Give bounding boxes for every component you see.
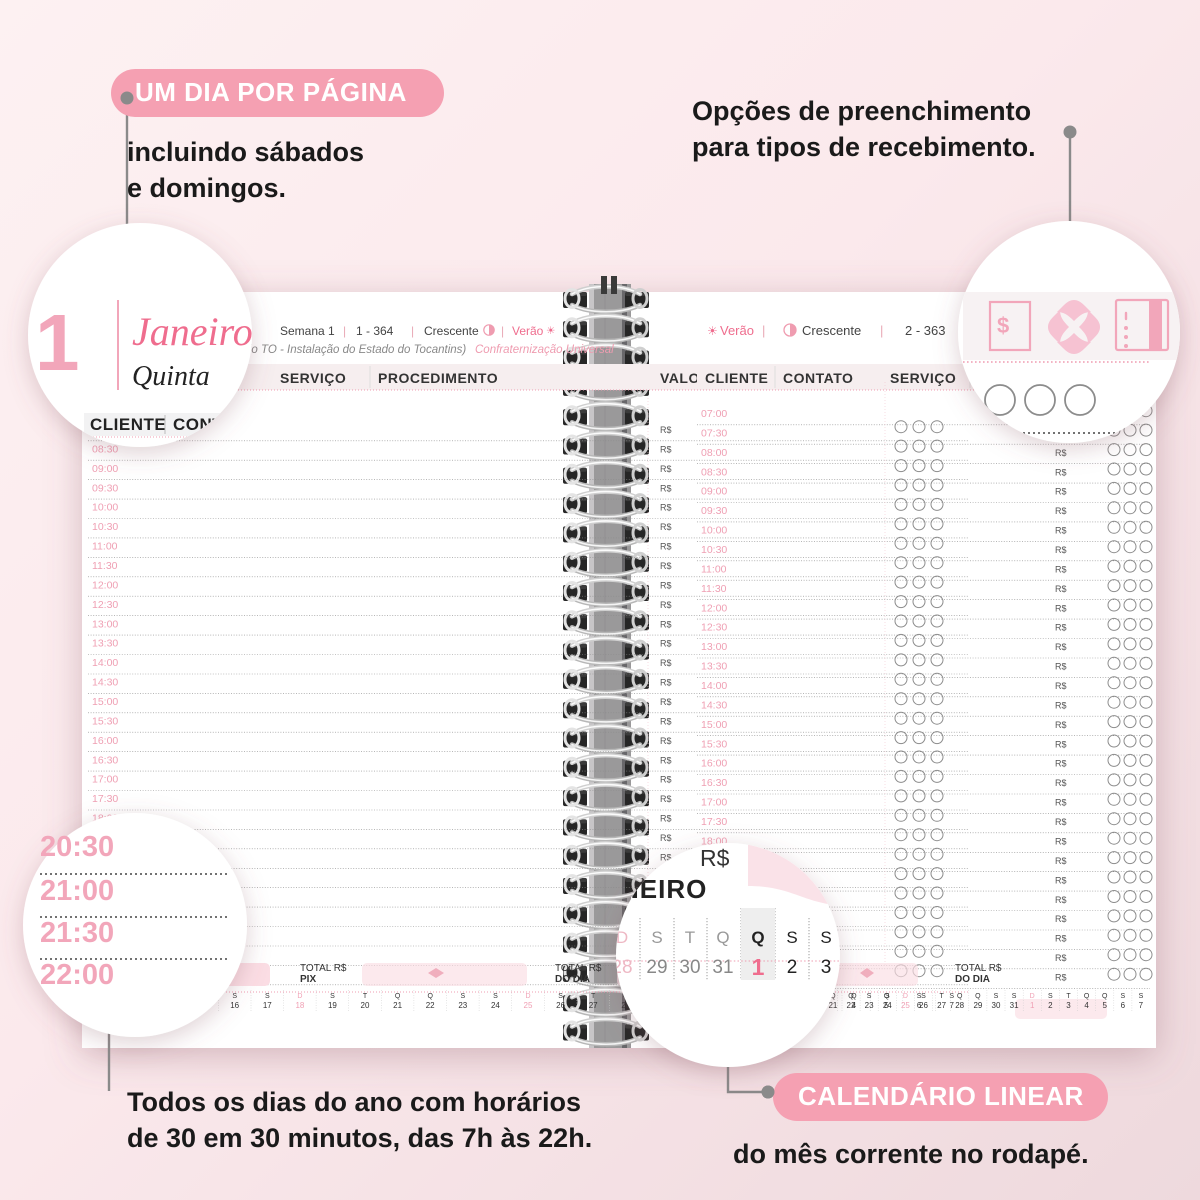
svg-text:21:00: 21:00 <box>40 875 114 907</box>
svg-text:do mês corrente no rodapé.: do mês corrente no rodapé. <box>733 1139 1089 1169</box>
svg-text:incluindo sábados: incluindo sábados <box>127 137 364 167</box>
svg-text:de 30 em 30 minutos, das 7h às: de 30 em 30 minutos, das 7h às 22h. <box>127 1123 592 1153</box>
svg-text:29: 29 <box>646 957 667 978</box>
svg-text:22:00: 22:00 <box>40 959 114 991</box>
svg-text:Q: Q <box>716 928 729 947</box>
svg-text:Opções de preenchimento: Opções de preenchimento <box>692 96 1031 126</box>
svg-text:CLIENTE: CLIENTE <box>90 415 166 434</box>
svg-text:S: S <box>651 928 662 947</box>
svg-text:Todos os dias do ano com horár: Todos os dias do ano com horários <box>127 1087 581 1117</box>
svg-text:D: D <box>616 928 628 947</box>
svg-text:T: T <box>685 928 695 947</box>
svg-text:para tipos de recebimento.: para tipos de recebimento. <box>692 132 1036 162</box>
svg-text:20:30: 20:30 <box>40 831 114 863</box>
svg-text:S: S <box>786 928 797 947</box>
svg-text:Janeiro: Janeiro <box>132 309 253 354</box>
svg-text:31: 31 <box>712 957 733 978</box>
svg-text:30: 30 <box>679 957 700 978</box>
svg-text:S: S <box>820 928 831 947</box>
svg-text:UM DIA POR PÁGINA: UM DIA POR PÁGINA <box>135 77 407 107</box>
svg-text:NEIRO: NEIRO <box>620 874 707 904</box>
svg-text:CALENDÁRIO LINEAR: CALENDÁRIO LINEAR <box>798 1081 1084 1111</box>
svg-text:CONT: CONT <box>173 415 223 434</box>
svg-text:Quinta: Quinta <box>132 361 210 392</box>
svg-text:$: $ <box>997 313 1009 338</box>
svg-text:1: 1 <box>35 298 80 387</box>
svg-text:1: 1 <box>752 954 765 980</box>
svg-text:28: 28 <box>611 957 632 978</box>
svg-text:2: 2 <box>787 957 798 978</box>
svg-text:21:30: 21:30 <box>40 917 114 949</box>
svg-text:e domingos.: e domingos. <box>127 173 286 203</box>
svg-text:3: 3 <box>821 957 832 978</box>
svg-text:R$: R$ <box>700 845 730 871</box>
svg-text:Q: Q <box>751 928 764 947</box>
